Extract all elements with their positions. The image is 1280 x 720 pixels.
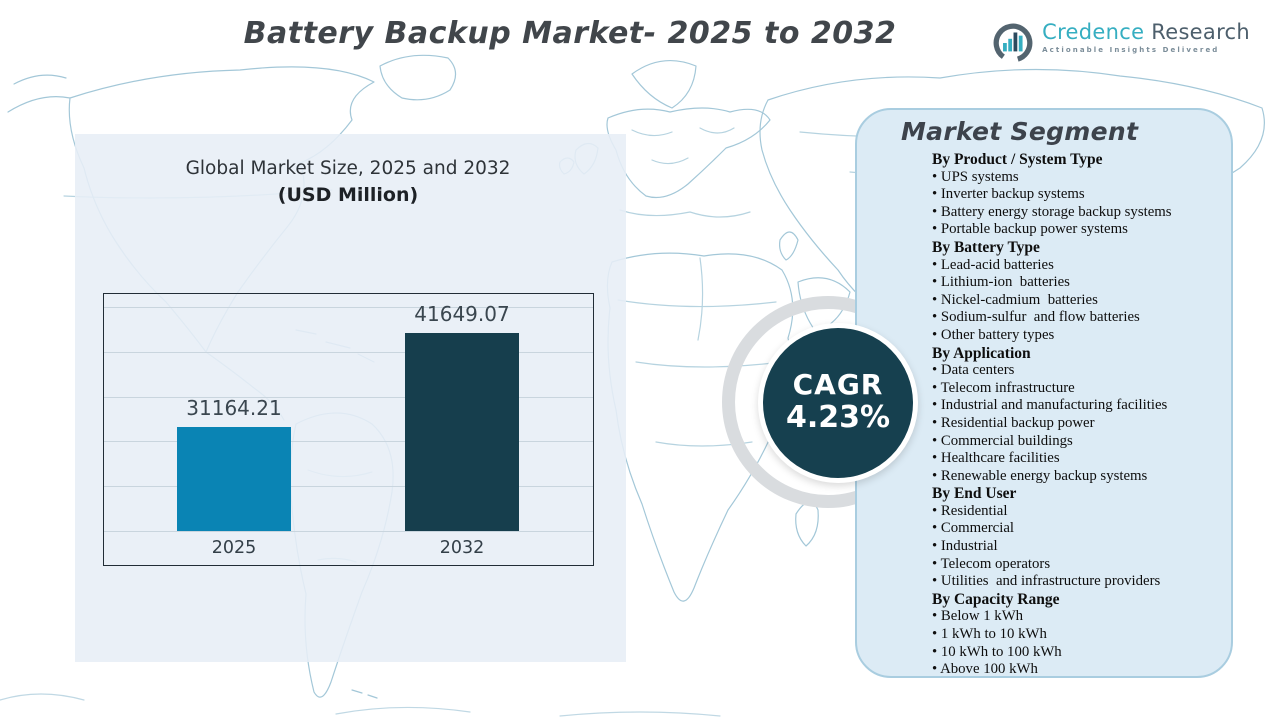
segment-item: • Other battery types — [932, 326, 1055, 343]
segment-item: • Industrial and manufacturing facilitie… — [932, 397, 1168, 414]
logo-name: Credence Research — [1042, 22, 1250, 43]
chart-gridline — [104, 441, 593, 443]
bar-value-label: 31164.21 — [186, 396, 282, 420]
segment-item: • Residential backup power — [932, 414, 1095, 431]
segment-item: • Renewable energy backup systems — [932, 467, 1148, 484]
segment-group-heading: By Product / System Type — [932, 151, 1103, 168]
logo-name-research: Research — [1144, 20, 1250, 44]
bar-2032 — [405, 333, 519, 531]
segment-item: • Telecom operators — [932, 555, 1051, 572]
chart-gridline — [104, 486, 593, 488]
bar-chart-plot: 31164.21 2025 41649.07 2032 — [103, 293, 594, 566]
segment-group-heading: By Application — [932, 344, 1031, 362]
chart-background-panel — [75, 134, 626, 662]
segment-item: • Industrial — [932, 538, 998, 555]
logo-tagline: Actionable Insights Delivered — [1042, 46, 1220, 54]
segment-item: • Sodium-sulfur and flow batteries — [932, 309, 1140, 326]
chart-gridline — [104, 531, 593, 532]
logo-text: Credence Research Actionable Insights De… — [1042, 22, 1250, 54]
cagr-value: 4.23% — [785, 400, 891, 436]
segment-item: • Above 100 kWh — [932, 661, 1038, 678]
segment-item: • Nickel-cadmium batteries — [932, 291, 1098, 308]
logo-name-credence: Credence — [1042, 20, 1145, 44]
segment-item: • Residential — [932, 502, 1008, 519]
chart-gridline — [104, 351, 593, 353]
chart-gridline — [104, 307, 593, 308]
market-segment-panel: Market Segment By Product / System Type •… — [855, 108, 1233, 678]
credence-research-logo: Credence Research Actionable Insights De… — [992, 22, 1250, 64]
chart-subtitle: Global Market Size, 2025 and 2032 (USD M… — [103, 158, 593, 206]
segment-item: • Below 1 kWh — [932, 608, 1024, 625]
segment-item: • Commercial buildings — [932, 432, 1073, 449]
bar-value-label: 41649.07 — [414, 302, 510, 326]
segment-item: • Lithium-ion batteries — [932, 274, 1070, 291]
market-segment-title: Market Segment — [901, 117, 1139, 146]
segment-item: • UPS systems — [932, 168, 1019, 185]
segment-item: • Inverter backup systems — [932, 186, 1085, 203]
segment-item: • Portable backup power systems — [932, 221, 1128, 238]
cagr-label: CAGR — [792, 368, 884, 402]
page-title: Battery Backup Market- 2025 to 2032 — [243, 16, 897, 51]
bar-category-label: 2025 — [211, 538, 257, 558]
segment-group-heading: By End User — [932, 485, 1017, 503]
segment-item: • Battery energy storage backup systems — [932, 203, 1172, 220]
segment-item: • Healthcare facilities — [932, 450, 1060, 467]
segment-group-heading: By Battery Type — [932, 238, 1040, 256]
segment-group-heading: By Capacity Range — [932, 590, 1060, 608]
segment-item: • Lead-acid batteries — [932, 256, 1054, 273]
logo-bar-chart-icon — [993, 23, 1033, 63]
segment-item: • Data centers — [932, 362, 1015, 379]
segment-item: • 10 kWh to 100 kWh — [932, 643, 1062, 660]
segment-item: • Commercial — [932, 520, 1015, 537]
chart-gridline — [104, 396, 593, 398]
market-segment-list: By Product / System Type • UPS systems • I… — [932, 151, 1225, 679]
segment-item: • Telecom infrastructure — [932, 379, 1075, 396]
chart-subtitle-line2: (USD Million) — [277, 184, 419, 206]
cagr-badge: CAGR 4.23% — [758, 323, 918, 483]
chart-subtitle-line1: Global Market Size, 2025 and 2032 — [185, 158, 511, 179]
segment-item: • 1 kWh to 10 kWh — [932, 626, 1047, 643]
segment-item: • Utilities and infrastructure providers — [932, 573, 1161, 590]
bar-category-label: 2032 — [439, 538, 485, 558]
bar-2025 — [177, 427, 291, 531]
